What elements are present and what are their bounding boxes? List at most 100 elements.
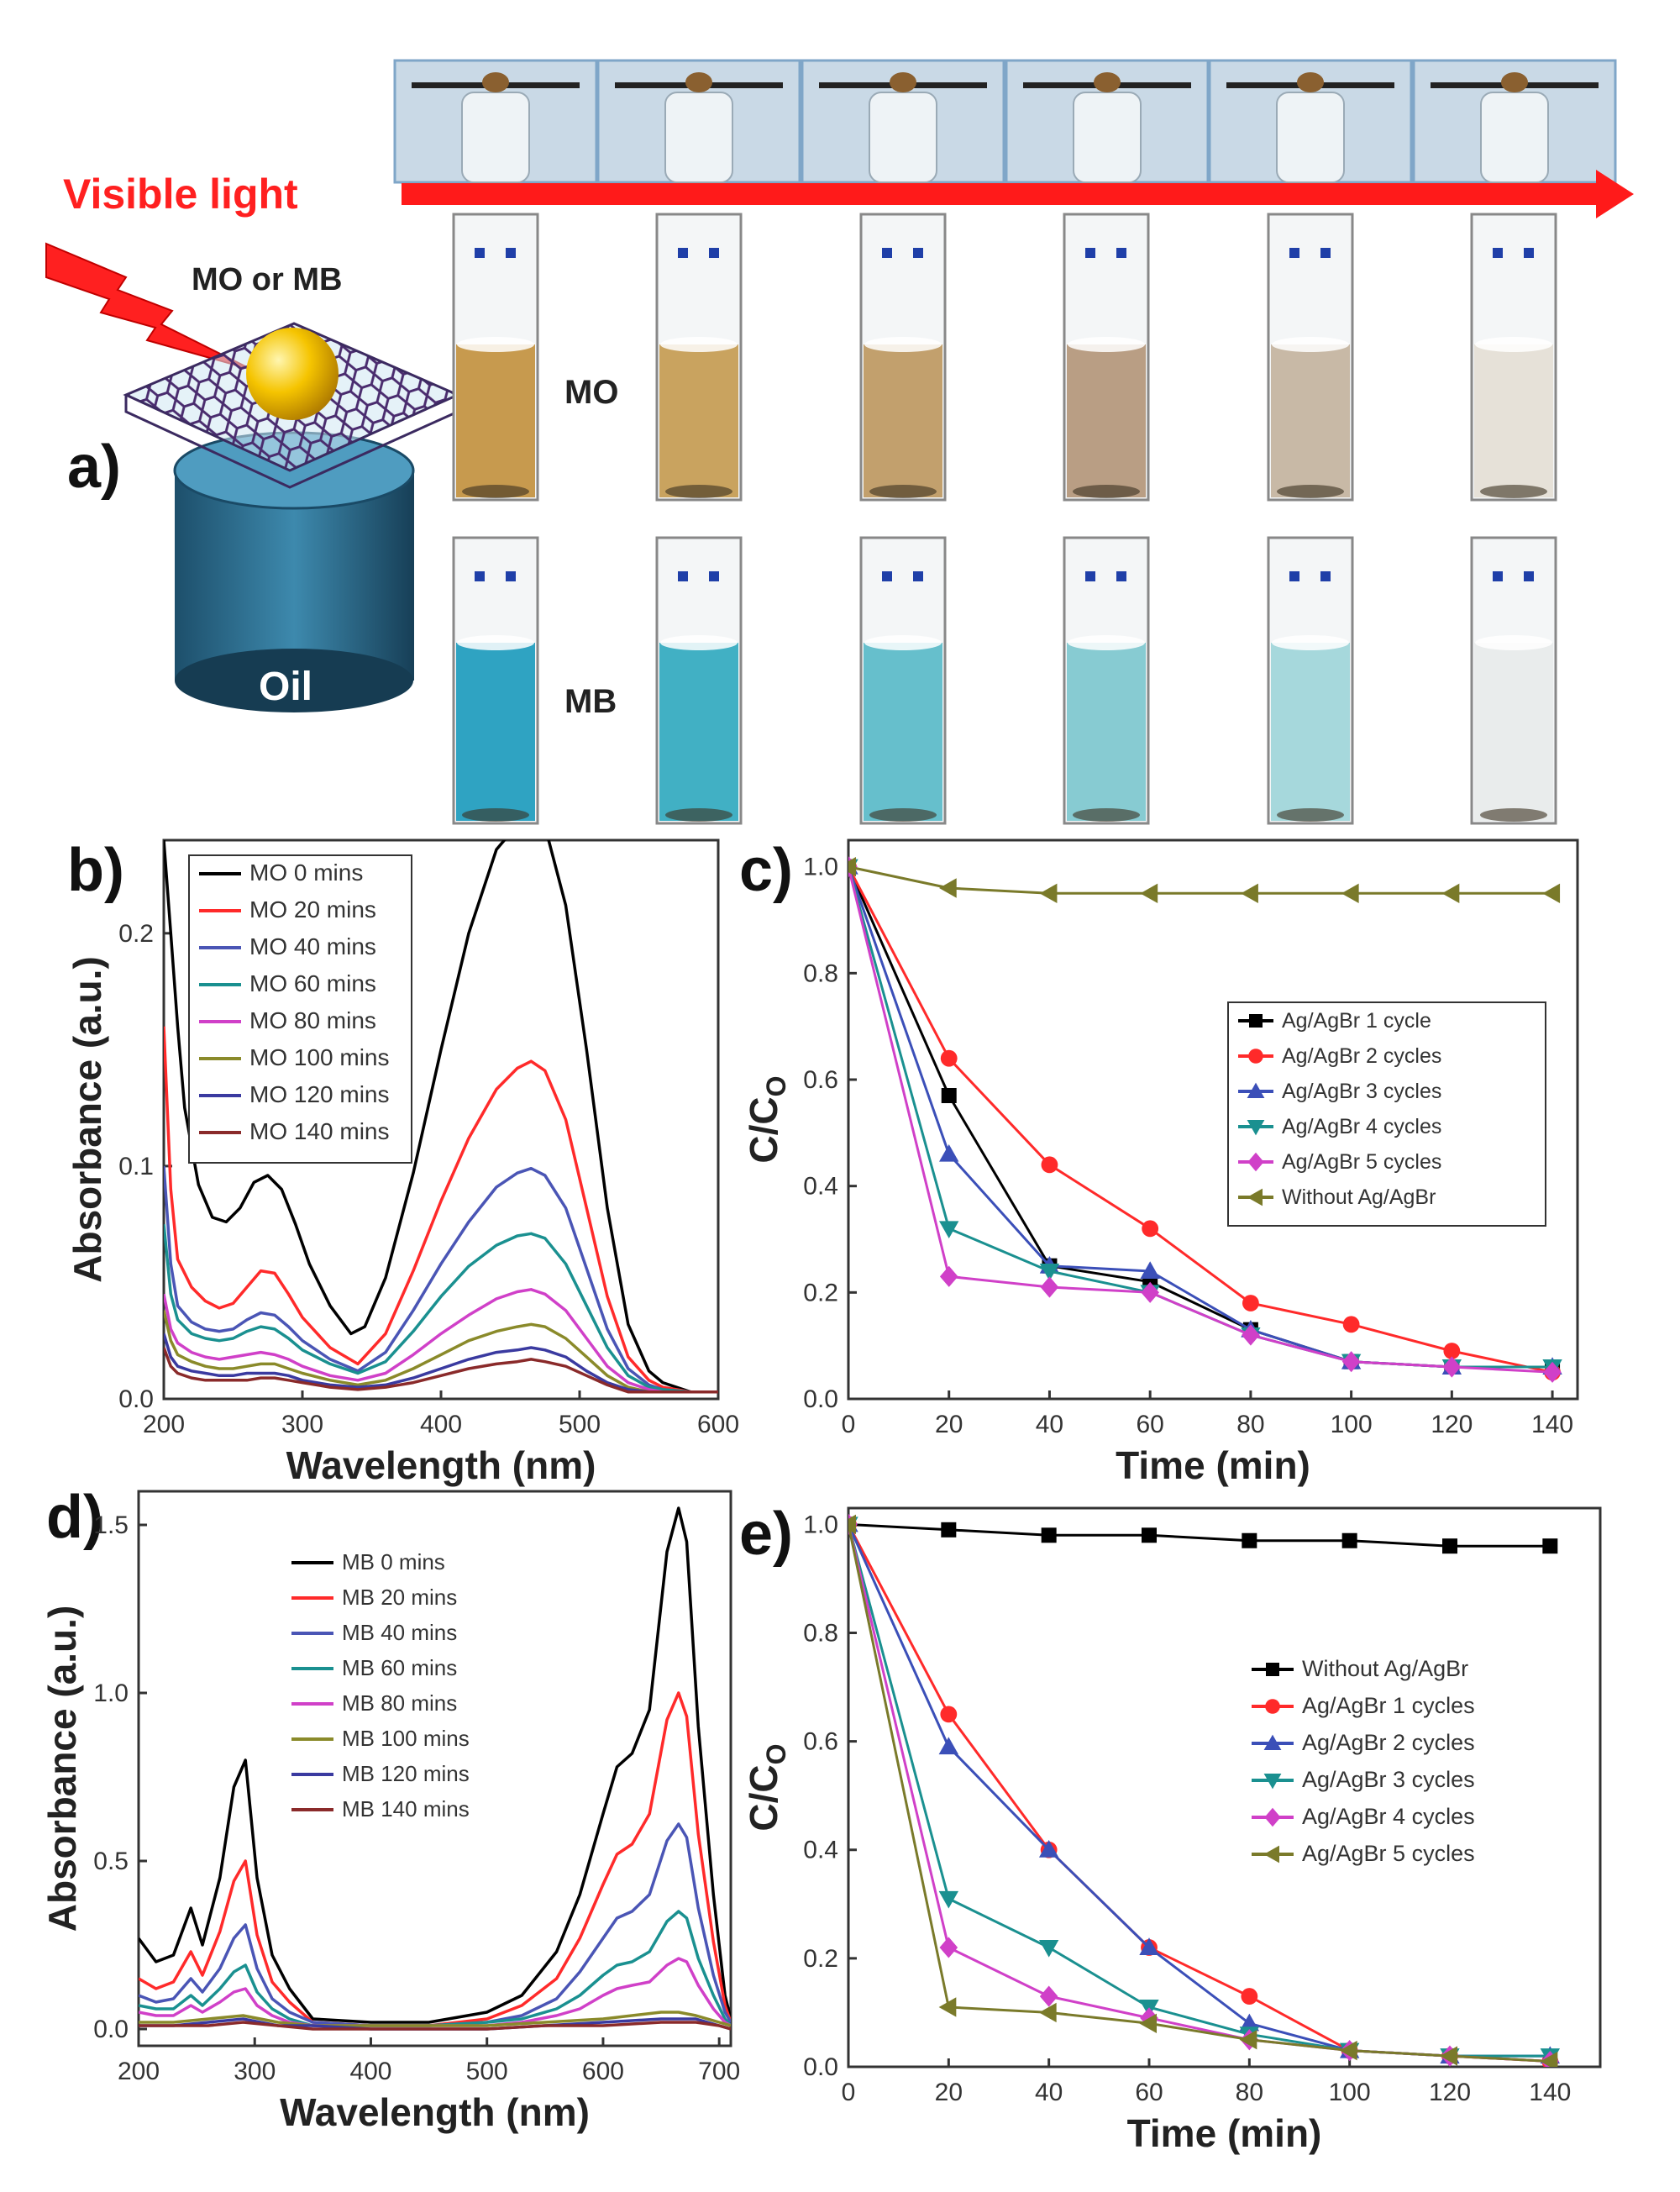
legend-label: MO 100 mins	[249, 1044, 390, 1070]
legend-label: Ag/AgBr 4 cycles	[1302, 1804, 1475, 1829]
data-point	[938, 1890, 959, 1909]
cuvette-mark	[709, 571, 719, 581]
data-point	[848, 1514, 856, 1535]
legend-label: MO 20 mins	[249, 896, 376, 923]
legend-label: MO 60 mins	[249, 970, 376, 996]
legend-box	[1227, 1001, 1546, 1227]
bottle-photo	[596, 59, 801, 184]
x-tick-label: 80	[1236, 2079, 1263, 2106]
data-point	[1442, 1356, 1462, 1378]
data-point	[1038, 1840, 1059, 1858]
data-point	[1039, 1264, 1060, 1281]
data-point	[1342, 1316, 1360, 1333]
sponge-sample	[685, 72, 712, 92]
x-tick-label: 300	[234, 2058, 276, 2085]
x-axis-title: Time (min)	[1116, 1443, 1310, 1487]
legend-label: MO 40 mins	[249, 933, 376, 959]
glass-bottle	[1480, 92, 1549, 183]
y-axis-title: C/CO	[742, 1075, 791, 1163]
mo-cuvette	[452, 213, 539, 502]
data-point	[1239, 2013, 1260, 2032]
series-line	[139, 2021, 731, 2031]
mb-cuvette	[1267, 536, 1354, 825]
cuvette-mark	[506, 248, 516, 258]
x-tick-label: 400	[349, 2058, 391, 2085]
liquid-meniscus	[1068, 635, 1145, 650]
cuvette-liquid	[1067, 344, 1146, 497]
data-point	[1239, 2030, 1257, 2050]
legend-label: MO 0 mins	[249, 859, 363, 886]
cuvette-mark	[1289, 571, 1299, 581]
x-tick-label: 120	[1431, 1411, 1473, 1438]
data-point	[1339, 2040, 1357, 2061]
mo-cuvette	[859, 213, 947, 502]
x-tick-label: 200	[143, 1411, 185, 1438]
cuvette-sediment	[665, 485, 732, 498]
cuvette-liquid	[456, 344, 535, 497]
cuvette-sediment	[869, 808, 937, 822]
legend-label: MB 40 mins	[342, 1620, 457, 1645]
cuvette-sediment	[665, 808, 732, 822]
series-line	[848, 866, 1553, 1374]
cuvette-sediment	[1480, 808, 1547, 822]
legend-marker	[1247, 1082, 1265, 1098]
mb-cuvette	[452, 536, 539, 825]
legend-label: MB 140 mins	[342, 1796, 470, 1821]
cuvette-mark	[1524, 571, 1534, 581]
data-point	[941, 1088, 957, 1103]
series-line	[164, 840, 718, 1394]
panel-letter: e)	[739, 1501, 793, 1568]
data-point	[1242, 1532, 1257, 1548]
sponge-sample	[890, 72, 916, 92]
mo-cuvette-row	[452, 213, 1557, 502]
chart-b-mo-absorbance: b) 200 300 400 500 600 0.0 0.1 0.2 Wavelength (nm…	[66, 837, 739, 1487]
liquid-meniscus	[1272, 635, 1349, 650]
y-tick-label: 0.0	[118, 1385, 154, 1413]
dye-label: MO or MB	[192, 262, 342, 297]
glass-bottle	[1276, 92, 1345, 183]
legend-label: Without Ag/AgBr	[1282, 1185, 1436, 1209]
x-tick-label: 60	[1136, 1411, 1163, 1438]
panel-letter: c)	[739, 837, 793, 904]
cuvette-liquid	[864, 643, 942, 821]
visible-light-arrow	[402, 170, 1634, 218]
y-tick-label: 1.0	[803, 854, 838, 881]
legend-label: Ag/AgBr 3 cycles	[1282, 1080, 1441, 1103]
plot-frame	[847, 838, 1579, 1401]
mb-cuvette	[859, 536, 947, 825]
cuvette-liquid	[1067, 643, 1146, 821]
plot-area	[848, 856, 1562, 1383]
series-line	[139, 2011, 731, 2027]
mo-cuvette	[1267, 213, 1354, 502]
y-tick-label: 1.0	[93, 1679, 129, 1707]
data-point	[1040, 1276, 1059, 1298]
legend-label: Ag/AgBr 1 cycle	[1282, 1009, 1431, 1033]
cuvette-sediment	[1480, 485, 1547, 498]
x-tick-label: 20	[935, 1411, 963, 1438]
cuvette-mark	[1116, 248, 1126, 258]
y-tick-label: 0.1	[118, 1153, 154, 1180]
legend: Ag/AgBr 1 cycle Ag/AgBr 2 cycles Ag/AgBr 3…	[1227, 1001, 1546, 1227]
x-tick-label: 200	[118, 2058, 160, 2085]
series-line	[848, 1524, 1551, 2063]
oil-label: Oil	[259, 665, 312, 709]
data-point	[939, 878, 957, 898]
legend-marker	[1247, 1188, 1263, 1206]
legend: MB 0 mins MB 20 mins MB 40 mins MB 60 mins M…	[291, 1549, 470, 1821]
data-point	[1038, 2002, 1057, 2023]
plot-frame	[137, 1490, 732, 2047]
data-point	[939, 1937, 958, 1958]
panel-letter: d)	[46, 1484, 103, 1551]
data-point	[1041, 1527, 1057, 1543]
cuvette-mark	[882, 571, 892, 581]
bottle-photo	[1208, 59, 1413, 184]
liquid-meniscus	[660, 635, 738, 650]
cuvette-mark	[1320, 571, 1331, 581]
series-line	[848, 1524, 1551, 2063]
legend-label: Ag/AgBr 3 cycles	[1302, 1767, 1475, 1792]
y-axis-title-subscript: O	[761, 1743, 791, 1764]
y-tick-label: 0.5	[93, 1848, 129, 1875]
cuvette-sediment	[462, 808, 529, 822]
legend-label: MB 0 mins	[342, 1549, 445, 1574]
x-tick-label: 300	[281, 1411, 323, 1438]
